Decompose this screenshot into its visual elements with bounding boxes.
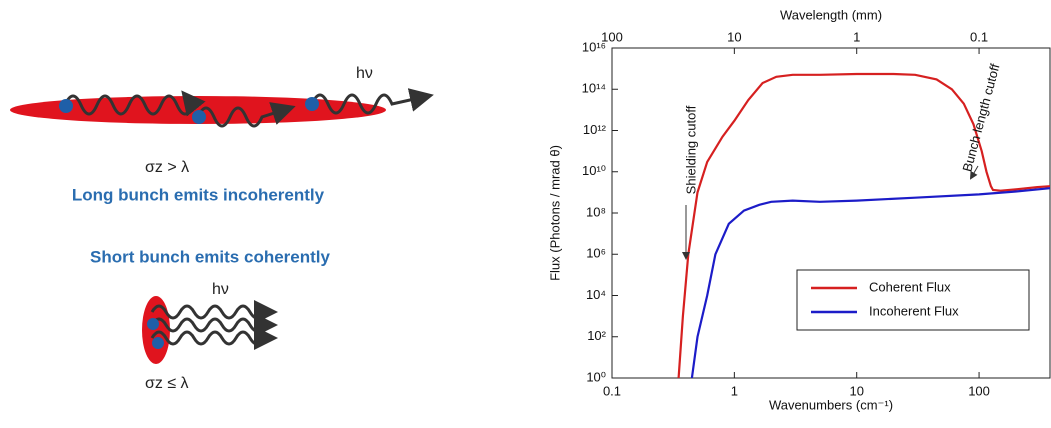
photon-wave (63, 90, 206, 117)
x-axis-label: Wavenumbers (cm⁻¹) (769, 397, 893, 412)
condition: σz > λ (145, 159, 189, 176)
chart: Wavenumbers (cm⁻¹) Wavelength (mm) Flux … (547, 7, 1051, 412)
y-tick-label: 10² (587, 328, 606, 343)
y-tick-label: 10⁴ (586, 287, 606, 302)
series-line (690, 187, 1051, 378)
photon-wave (150, 300, 278, 324)
x-tick-label: 100 (968, 383, 990, 398)
photon-label: hν (212, 281, 229, 298)
legend-box (796, 269, 1030, 331)
caption: Short bunch emits coherently (90, 247, 330, 266)
annotation-arrow (969, 165, 979, 180)
x-tick-label: 0.1 (603, 383, 621, 398)
annotation: Shielding cutoff (683, 105, 698, 194)
y-tick-label: 10¹⁰ (582, 163, 606, 178)
electron (59, 99, 73, 113)
condition: σz ≤ λ (145, 375, 189, 392)
y-tick-label: 10¹⁴ (582, 81, 606, 96)
caption: Long bunch emits incoherently (72, 185, 325, 204)
x2-tick-label: 1 (853, 29, 860, 44)
electron (305, 97, 319, 111)
series-line (677, 72, 1051, 378)
legend-label: Incoherent Flux (869, 303, 959, 318)
photon-wave (310, 88, 434, 115)
plot-area (677, 72, 1051, 378)
y-tick-label: 10¹² (583, 122, 607, 137)
y-tick-label: 10⁰ (586, 369, 606, 384)
annotation: Bunch length cutoff (959, 62, 1002, 174)
x2-tick-label: 0.1 (970, 29, 988, 44)
legend-label: Coherent Flux (869, 279, 951, 294)
photon-wave (196, 102, 296, 128)
diagram: hν σz > λ Long bunch emits incoherently … (10, 65, 434, 392)
x2-axis-label: Wavelength (mm) (780, 7, 882, 22)
photon-label: hν (356, 65, 373, 82)
y-tick-label: 10⁶ (586, 246, 606, 261)
y-tick-label: 10⁸ (586, 204, 606, 219)
x-tick-label: 10 (849, 383, 863, 398)
x-tick-label: 1 (731, 383, 738, 398)
x2-tick-label: 10 (727, 29, 741, 44)
photon-wave (150, 313, 278, 337)
short-bunch (142, 296, 170, 364)
photon-wave (150, 326, 278, 350)
y-axis-label: Flux (Photons / mrad θ) (547, 145, 562, 281)
electron (147, 318, 159, 330)
electron (192, 110, 206, 124)
electron (152, 337, 164, 349)
x2-tick-label: 100 (601, 29, 623, 44)
y-tick-label: 10¹⁶ (582, 39, 606, 54)
